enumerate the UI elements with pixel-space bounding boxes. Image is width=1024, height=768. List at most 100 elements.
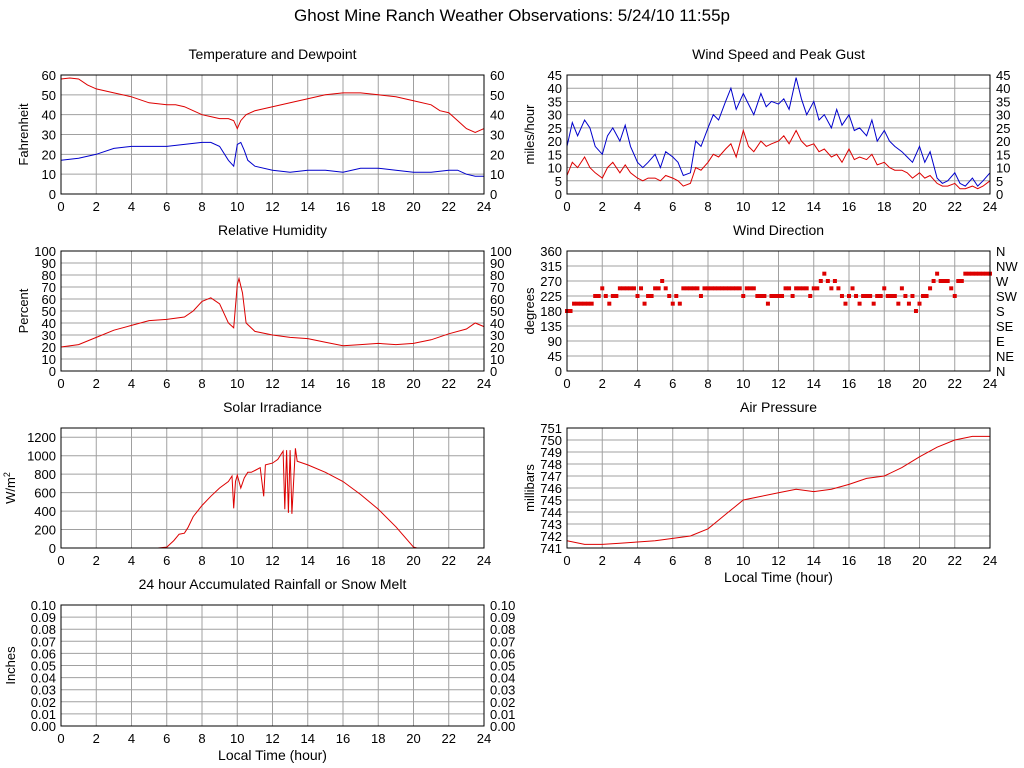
y-tick-label: 40 (42, 316, 56, 331)
data-point (896, 301, 901, 306)
data-point (709, 286, 714, 291)
data-point (783, 286, 788, 291)
data-point (875, 294, 880, 298)
data-point (973, 271, 978, 276)
data-point (610, 294, 615, 298)
x-tick-label: 0 (57, 553, 64, 568)
y-tick-label-right: 60 (490, 292, 504, 307)
data-point (903, 294, 908, 298)
x-tick-label: 0 (57, 376, 64, 391)
y-tick-label: 135 (540, 319, 562, 334)
y-tick-label: 747 (540, 469, 562, 484)
y-tick-label: 745 (540, 493, 562, 508)
data-point (980, 271, 985, 276)
data-point (624, 286, 629, 291)
x-tick-label: 8 (198, 553, 205, 568)
plot-frame (566, 74, 991, 195)
y-tick-label: 751 (540, 421, 562, 436)
y-tick-label: 70 (42, 280, 56, 295)
y-axis-label: W/m2 (2, 472, 18, 504)
y-tick-label: 20 (42, 147, 56, 162)
data-point (857, 301, 862, 306)
x-tick-label: 12 (771, 376, 785, 391)
x-tick-label: 18 (371, 376, 385, 391)
y-tick-label-right: 5 (996, 174, 1003, 189)
data-point (617, 286, 622, 291)
y-tick-label-right: 90 (490, 256, 504, 271)
y-tick-label: 742 (540, 529, 562, 544)
compass-label: SW (996, 289, 1018, 304)
y-tick-label-right: 25 (996, 121, 1010, 136)
data-point (698, 294, 703, 298)
x-tick-label: 16 (336, 553, 350, 568)
y-tick-label: 400 (34, 504, 56, 519)
x-tick-label: 10 (230, 553, 244, 568)
data-point (942, 279, 947, 283)
x-tick-label: 0 (563, 553, 570, 568)
data-point (706, 286, 710, 291)
data-point (949, 286, 954, 291)
x-tick-label: 0 (563, 199, 570, 214)
data-point (839, 294, 844, 298)
data-point (847, 294, 851, 298)
data-point (836, 286, 841, 291)
y-tick-label: 20 (548, 134, 562, 149)
data-point (790, 294, 795, 298)
data-point (702, 286, 707, 291)
y-axis-label: Inches (3, 646, 18, 685)
y-tick-label-right: 80 (490, 268, 504, 283)
y-tick-label-right: 15 (996, 147, 1010, 162)
data-point (674, 294, 679, 298)
chart-title: Temperature and Dewpoint (188, 46, 356, 62)
x-tick-label: 14 (301, 376, 315, 391)
x-tick-label: 20 (912, 199, 926, 214)
x-tick-label: 2 (93, 376, 100, 391)
data-point (684, 286, 689, 291)
y-tick-label-right: 35 (996, 94, 1010, 109)
data-point (727, 286, 732, 291)
x-tick-label: 2 (599, 199, 606, 214)
y-tick-label: 100 (34, 244, 56, 259)
data-point (843, 301, 848, 306)
data-point (966, 271, 971, 276)
x-tick-label: 8 (198, 199, 205, 214)
x-tick-label: 18 (371, 731, 385, 746)
data-point (744, 286, 749, 291)
y-tick-label: 0.00 (31, 719, 56, 734)
y-tick-label-right: 0.06 (490, 646, 515, 661)
y-tick-label-right: 0 (490, 187, 497, 202)
series-line (60, 276, 485, 348)
x-tick-label: 12 (265, 553, 279, 568)
x-tick-label: 8 (198, 731, 205, 746)
x-tick-label: 6 (669, 553, 676, 568)
y-tick-label: 360 (540, 244, 562, 259)
x-tick-label: 6 (163, 376, 170, 391)
x-tick-label: 22 (948, 199, 962, 214)
chart-title: Wind Direction (733, 222, 824, 238)
y-tick-label-right: 10 (996, 161, 1010, 176)
x-tick-label: 12 (265, 376, 279, 391)
x-tick-label: 12 (265, 731, 279, 746)
x-tick-label: 10 (736, 376, 750, 391)
x-tick-label: 22 (442, 731, 456, 746)
data-point (899, 286, 904, 291)
data-point (797, 286, 802, 291)
x-tick-label: 24 (983, 376, 997, 391)
data-point (758, 294, 763, 298)
data-point (670, 301, 675, 306)
x-tick-label: 24 (983, 553, 997, 568)
y-tick-label: 60 (42, 292, 56, 307)
y-tick-label: 30 (42, 128, 56, 143)
x-tick-label: 2 (93, 199, 100, 214)
x-tick-label: 4 (128, 199, 135, 214)
data-point (815, 286, 820, 291)
y-tick-label: 0 (555, 187, 562, 202)
chart-title: Solar Irradiance (223, 399, 322, 415)
y-tick-label: 0.03 (31, 683, 56, 698)
x-tick-label: 4 (128, 376, 135, 391)
y-tick-label-right: 0.02 (490, 695, 515, 710)
data-point (864, 294, 869, 298)
x-tick-label: 6 (163, 199, 170, 214)
x-tick-label: 2 (93, 731, 100, 746)
